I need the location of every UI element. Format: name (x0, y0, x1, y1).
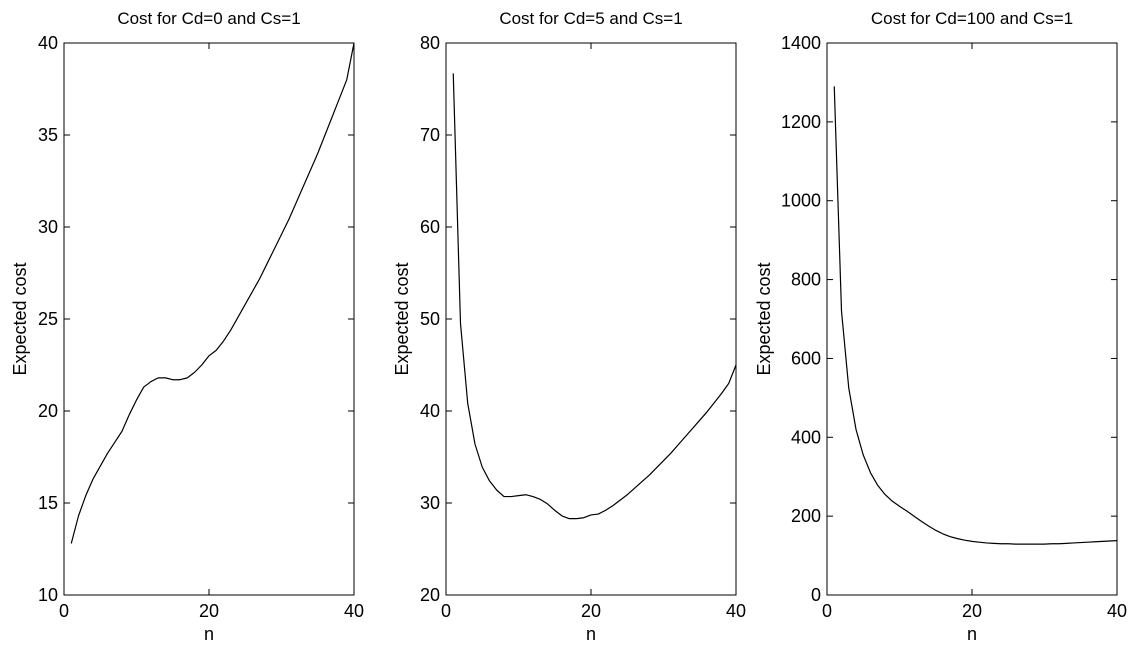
chart-title: Cost for Cd=5 and Cs=1 (499, 9, 682, 28)
x-tick-label: 20 (199, 601, 219, 621)
y-tick-label: 1400 (781, 33, 821, 53)
y-tick-label: 400 (791, 427, 821, 447)
plot-frame (826, 42, 1118, 596)
x-axis-label: n (586, 624, 596, 644)
y-tick-label: 1200 (781, 112, 821, 132)
series-line-1 (70, 42, 355, 544)
chart-title: Cost for Cd=0 and Cs=1 (117, 9, 300, 28)
y-tick-label: 60 (420, 217, 440, 237)
x-tick-label: 40 (726, 601, 746, 621)
series-line-1 (452, 73, 737, 520)
x-axis-label: n (967, 624, 977, 644)
y-tick-label: 20 (38, 401, 58, 421)
y-axis-label: Expected cost (754, 262, 774, 375)
y-tick-label: 10 (38, 585, 58, 605)
y-tick-label: 40 (38, 33, 58, 53)
plot-frame (445, 42, 737, 596)
y-tick-label: 0 (811, 585, 821, 605)
x-tick-label: 40 (1107, 601, 1127, 621)
x-tick-label: 40 (344, 601, 364, 621)
y-tick-label: 50 (420, 309, 440, 329)
chart-title: Cost for Cd=100 and Cs=1 (871, 9, 1073, 28)
y-tick-label: 70 (420, 125, 440, 145)
plot-frame (63, 42, 355, 596)
x-tick-label: 20 (581, 601, 601, 621)
y-tick-label: 25 (38, 309, 58, 329)
x-tick-label: 0 (59, 601, 69, 621)
y-tick-label: 600 (791, 348, 821, 368)
subplot-1: 0 20 40 10 15 20 25 30 35 40 Cost for Cd=0 and Cs=… (10, 9, 364, 644)
x-tick-label: 0 (822, 601, 832, 621)
y-axis-label: Expected cost (10, 262, 30, 375)
y-tick-label: 40 (420, 401, 440, 421)
series-line-1 (833, 86, 1118, 545)
y-tick-label: 1000 (781, 191, 821, 211)
y-tick-label: 80 (420, 33, 440, 53)
y-tick-label: 35 (38, 125, 58, 145)
y-axis-label: Expected cost (392, 262, 412, 375)
x-tick-label: 0 (441, 601, 451, 621)
y-tick-label: 20 (420, 585, 440, 605)
y-tick-label: 30 (38, 217, 58, 237)
y-tick-label: 15 (38, 493, 58, 513)
x-tick-label: 20 (962, 601, 982, 621)
y-tick-label: 30 (420, 493, 440, 513)
y-tick-label: 800 (791, 270, 821, 290)
x-axis-label: n (204, 624, 214, 644)
y-tick-label: 200 (791, 506, 821, 526)
